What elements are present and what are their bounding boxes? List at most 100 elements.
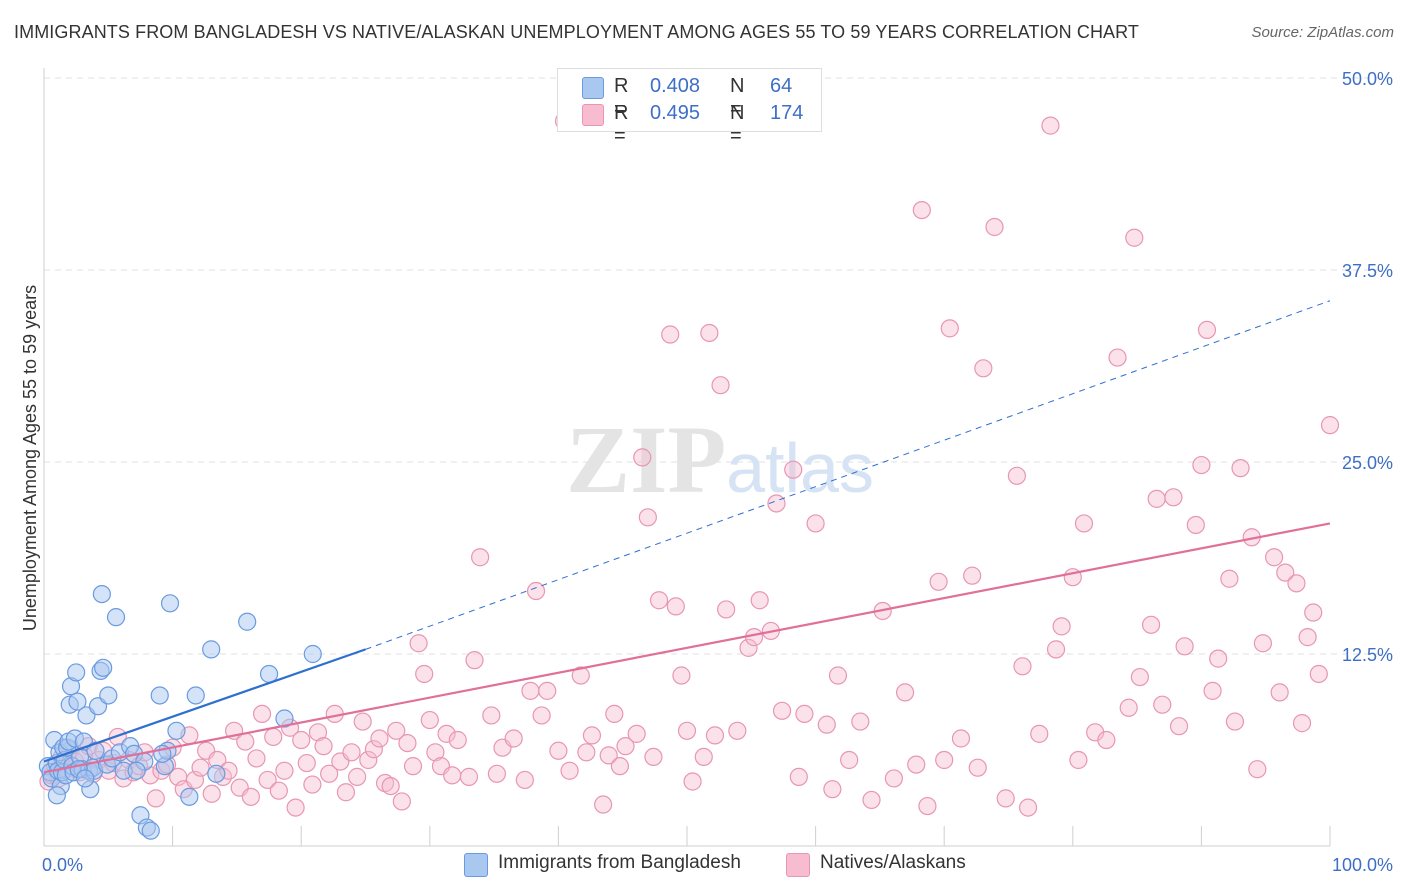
y-tick-label: 25.0% [1342,453,1393,473]
point-natives-alaskans [666,597,685,616]
point-natives-alaskans [1304,603,1323,622]
legend-swatch-1 [582,77,604,99]
point-natives-alaskans [700,323,719,343]
point-natives-alaskans [459,767,479,786]
watermark: ZIPatlas [566,406,874,513]
point-natives-alaskans [823,780,842,799]
point-natives-alaskans [750,591,769,610]
point-natives-alaskans [504,729,523,748]
point-natives-alaskans [487,764,506,783]
point-natives-alaskans [940,319,959,338]
point-natives-alaskans [918,796,937,816]
y-tick-label: 50.0% [1342,69,1393,89]
point-natives-alaskans [532,706,551,725]
point-natives-alaskans [1153,695,1172,714]
point-natives-alaskans [1270,683,1289,702]
point-natives-alaskans [1074,514,1094,533]
point-natives-alaskans [1287,574,1306,593]
point-natives-alaskans [677,721,697,740]
point-natives-alaskans [912,200,931,220]
point-natives-alaskans [1108,348,1127,367]
point-natives-alaskans [784,460,803,479]
point-immigrants-bangladesh [92,584,111,604]
point-natives-alaskans [1220,569,1239,588]
point-natives-alaskans [683,772,702,791]
point-natives-alaskans [146,789,165,808]
point-immigrants-bangladesh [167,721,186,740]
bottom-legend-swatch-2 [786,853,810,877]
point-natives-alaskans [963,566,982,585]
point-natives-alaskans [191,758,210,777]
point-natives-alaskans [303,775,322,794]
point-natives-alaskans [1018,798,1038,817]
point-natives-alaskans [895,683,915,702]
point-natives-alaskans [292,730,311,750]
legend-n-value-2: 174 [770,102,804,124]
point-natives-alaskans [828,666,848,685]
axes [43,68,1331,847]
point-natives-alaskans [616,737,635,756]
point-immigrants-bangladesh [68,692,87,711]
point-natives-alaskans [577,743,596,762]
point-natives-alaskans [392,792,411,811]
point-natives-alaskans [739,638,758,657]
point-natives-alaskans [1264,548,1284,567]
grid-lines [44,77,1392,655]
point-natives-alaskans [633,448,652,467]
point-natives-alaskans [465,651,484,670]
point-natives-alaskans [605,704,624,724]
point-natives-alaskans [353,712,372,731]
point-natives-alaskans [398,733,417,753]
point-natives-alaskans [1186,515,1205,535]
point-natives-alaskans [935,750,954,770]
point-natives-alaskans [627,724,646,743]
point-natives-alaskans [862,790,881,810]
point-natives-alaskans [387,721,406,740]
point-natives-alaskans [364,740,383,759]
point-natives-alaskans [840,750,859,770]
point-natives-alaskans [538,681,557,700]
point-immigrants-bangladesh [275,709,294,728]
point-natives-alaskans [1030,724,1049,743]
point-natives-alaskans [308,723,328,742]
point-natives-alaskans [610,757,630,776]
legend-swatch-2 [582,104,604,126]
point-natives-alaskans [1046,640,1066,659]
point-natives-alaskans [1225,712,1245,731]
point-natives-alaskans [482,706,501,725]
point-natives-alaskans [1069,750,1088,770]
point-natives-alaskans [241,787,260,806]
point-natives-alaskans [359,750,378,770]
point-natives-alaskans [851,712,870,731]
legend-r-label-2: R = [614,102,629,147]
point-immigrants-bangladesh [106,608,126,627]
point-natives-alaskans [672,666,691,685]
point-immigrants-bangladesh [141,821,160,840]
point-natives-alaskans [929,572,948,591]
point-natives-alaskans [1309,664,1328,684]
x-tick-label-max: 100.0% [1332,855,1393,875]
point-natives-alaskans [582,726,602,745]
bottom-legend-label-2: Natives/Alaskans [820,852,966,873]
point-natives-alaskans [1052,617,1071,636]
point-natives-alaskans [649,591,669,610]
point-natives-alaskans [348,767,367,786]
point-immigrants-bangladesh [303,644,322,664]
legend: R = 0.408 N = 64 R = 0.495 N = 174 [557,68,822,147]
point-natives-alaskans [202,784,221,803]
point-natives-alaskans [448,730,467,750]
bottom-legend-swatch-1 [464,853,488,877]
point-immigrants-bangladesh [47,786,66,805]
point-natives-alaskans [1292,714,1312,733]
point-natives-alaskans [1013,657,1032,676]
point-immigrants-bangladesh [160,594,180,613]
point-natives-alaskans [694,747,713,767]
point-natives-alaskans [320,764,339,783]
point-natives-alaskans [772,701,792,720]
y-tick-label: 37.5% [1342,261,1393,281]
series-immigrants-bangladesh [38,584,322,840]
trend-line-bangladesh [43,648,366,763]
point-natives-alaskans [638,508,657,527]
point-natives-alaskans [644,747,663,767]
point-natives-alaskans [314,737,333,756]
